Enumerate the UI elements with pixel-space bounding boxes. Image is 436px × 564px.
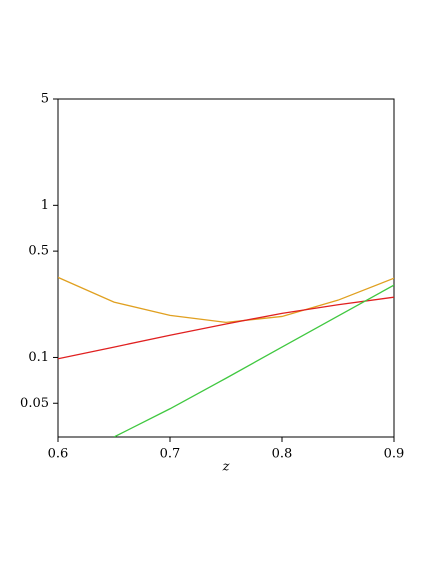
y-tick-label: 0.05 bbox=[20, 396, 49, 411]
series-line bbox=[58, 296, 394, 360]
series-line bbox=[113, 284, 394, 437]
y-tick-label: 0.1 bbox=[28, 350, 49, 365]
x-axis-label: z bbox=[222, 460, 230, 475]
x-tick-label: 0.6 bbox=[48, 447, 69, 462]
x-tick-label: 0.9 bbox=[384, 447, 405, 462]
plot-frame bbox=[57, 98, 395, 438]
y-tick-label: 5 bbox=[41, 92, 49, 107]
y-tick-label: 0.5 bbox=[28, 244, 49, 259]
series-line bbox=[58, 276, 394, 324]
x-tick-label: 0.7 bbox=[160, 447, 181, 462]
y-tick-label: 1 bbox=[41, 198, 49, 213]
x-tick-label: 0.8 bbox=[272, 447, 293, 462]
